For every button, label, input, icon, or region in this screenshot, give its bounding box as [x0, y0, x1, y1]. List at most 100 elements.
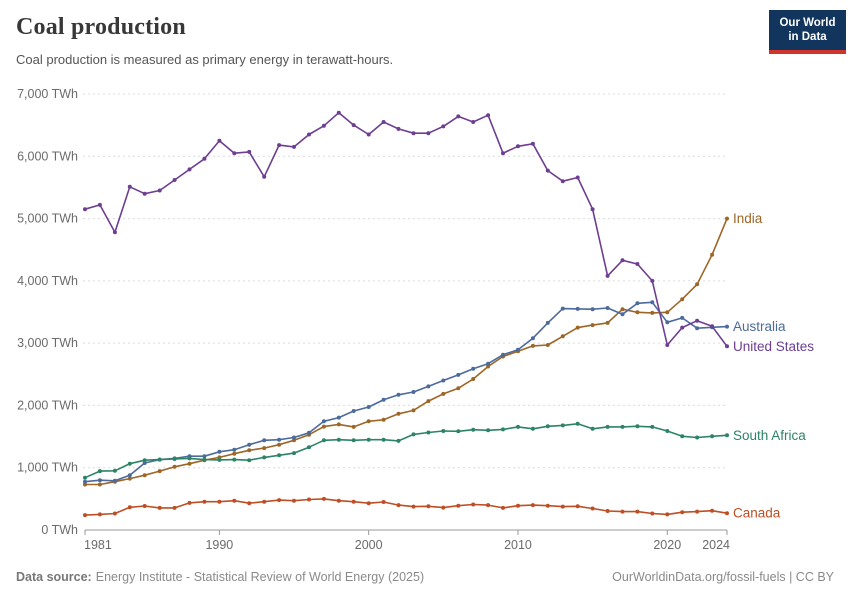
x-tick-label: 1990 — [205, 538, 233, 552]
series-point-canada — [262, 499, 267, 504]
series-point-south-africa — [262, 455, 267, 460]
series-point-united-states — [83, 207, 87, 212]
series-point-united-states — [635, 262, 640, 266]
series-label-india: India — [733, 211, 763, 226]
series-point-united-states — [575, 175, 580, 180]
series-point-south-africa — [247, 458, 252, 463]
x-tick-label: 1981 — [84, 538, 112, 552]
series-point-australia — [635, 301, 640, 306]
series-point-australia — [292, 435, 296, 440]
series-point-canada — [545, 503, 550, 508]
series-point-south-africa — [680, 434, 685, 439]
series-point-australia — [366, 405, 371, 409]
series-point-canada — [83, 513, 87, 518]
series-point-south-africa — [172, 457, 177, 461]
series-point-united-states — [97, 202, 102, 207]
series-point-south-africa — [725, 433, 729, 438]
series-point-australia — [232, 447, 237, 452]
series-point-united-states — [396, 126, 401, 131]
series-point-united-states — [560, 179, 565, 184]
series-point-south-africa — [516, 424, 520, 429]
series-point-australia — [83, 479, 87, 484]
series-point-australia — [307, 430, 311, 435]
series-label-canada: Canada — [733, 506, 781, 521]
series-point-canada — [202, 499, 207, 504]
series-point-united-states — [202, 156, 207, 161]
series-point-canada — [217, 499, 222, 504]
series-point-south-africa — [217, 457, 222, 462]
series-point-india — [471, 377, 476, 381]
series-point-south-africa — [486, 428, 491, 433]
series-point-australia — [650, 300, 655, 305]
footer-source: Data source: Energy Institute - Statistic… — [16, 570, 424, 584]
series-point-canada — [112, 511, 117, 516]
series-point-india — [336, 422, 341, 427]
series-label-australia: Australia — [733, 319, 786, 334]
series-point-south-africa — [112, 468, 117, 473]
series-point-australia — [590, 307, 595, 312]
series-point-united-states — [172, 178, 177, 182]
series-point-united-states — [142, 191, 147, 196]
series-point-south-africa — [545, 424, 550, 429]
series-point-united-states — [112, 230, 117, 235]
series-point-united-states — [516, 144, 520, 149]
series-point-canada — [366, 501, 371, 506]
series-point-india — [530, 343, 535, 348]
series-point-india — [426, 399, 431, 404]
series-point-south-africa — [157, 457, 162, 462]
series-point-united-states — [486, 113, 491, 118]
series-point-australia — [411, 390, 416, 394]
series-point-australia — [456, 372, 461, 377]
series-point-canada — [142, 504, 147, 508]
series-point-canada — [650, 511, 655, 516]
series-point-south-africa — [127, 461, 132, 466]
series-point-united-states — [456, 114, 461, 119]
series-point-australia — [665, 320, 670, 325]
series-point-united-states — [426, 131, 431, 136]
series-point-australia — [516, 347, 520, 352]
series-point-india — [292, 438, 296, 443]
series-point-india — [232, 451, 237, 456]
series-point-australia — [112, 478, 117, 483]
series-point-canada — [97, 512, 102, 517]
series-point-india — [127, 476, 132, 481]
series-point-india — [157, 469, 162, 474]
series-label-united-states: United States — [733, 339, 814, 354]
series-point-canada — [665, 512, 670, 517]
series-point-india — [351, 424, 356, 429]
series-point-canada — [620, 509, 625, 514]
series-point-australia — [605, 306, 610, 310]
series-point-india — [560, 334, 565, 339]
series-point-canada — [187, 500, 192, 505]
series-point-united-states — [277, 143, 282, 148]
series-point-south-africa — [501, 427, 505, 432]
series-point-india — [187, 461, 192, 466]
series-point-united-states — [545, 168, 550, 173]
series-point-canada — [307, 497, 311, 502]
series-point-united-states — [381, 120, 386, 124]
owid-logo-line1: Our World — [779, 17, 836, 29]
series-point-canada — [710, 508, 715, 513]
x-tick-label: 2020 — [653, 538, 681, 552]
series-point-canada — [426, 504, 431, 509]
series-point-united-states — [351, 123, 356, 128]
series-point-united-states — [247, 149, 252, 154]
series-point-south-africa — [471, 427, 476, 432]
series-point-india — [650, 310, 655, 315]
series-point-canada — [695, 509, 700, 514]
series-point-south-africa — [411, 432, 416, 437]
series-point-south-africa — [366, 437, 371, 442]
series-point-australia — [575, 306, 580, 311]
series-point-canada — [501, 505, 505, 510]
series-label-south-africa: South Africa — [733, 428, 806, 443]
series-point-india — [277, 442, 282, 447]
series-point-india — [411, 408, 416, 413]
y-tick-label: 2,000 TWh — [17, 398, 78, 412]
series-point-south-africa — [650, 424, 655, 429]
series-point-south-africa — [620, 424, 625, 429]
series-point-south-africa — [635, 424, 640, 429]
series-point-india — [590, 323, 595, 328]
footer-credit: OurWorldinData.org/fossil-fuels | CC BY — [612, 570, 834, 584]
series-point-south-africa — [665, 429, 670, 433]
